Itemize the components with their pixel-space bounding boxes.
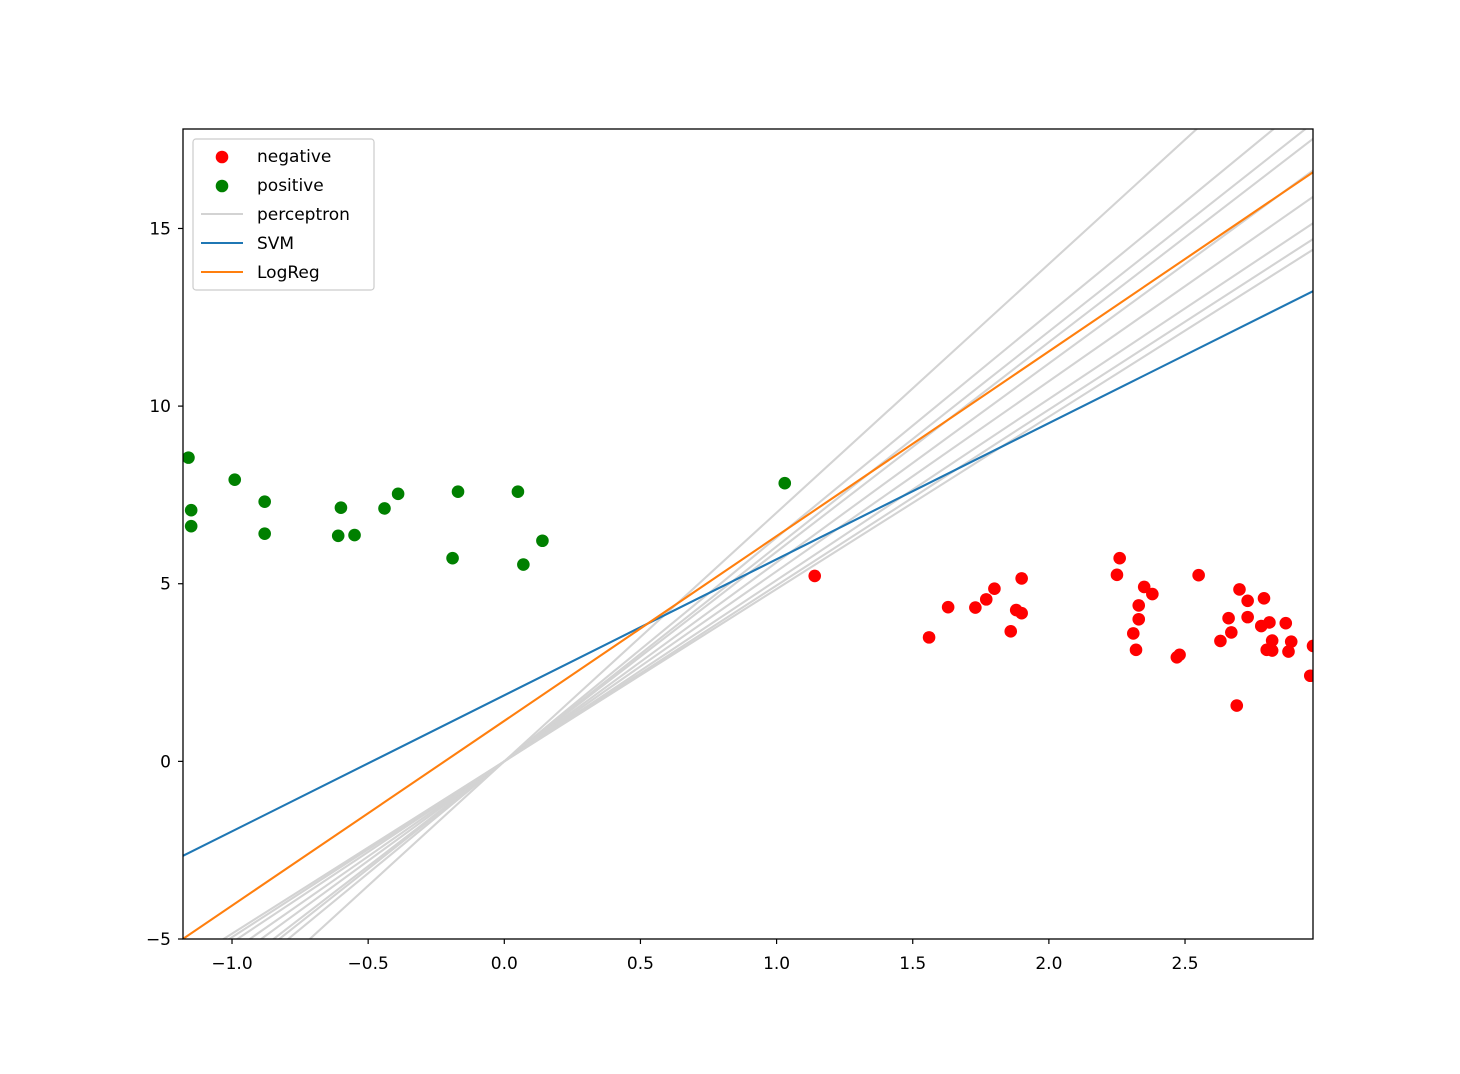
negative-point-3 [941,600,955,614]
negative-point-38 [1303,669,1313,683]
negative-point-16 [1132,599,1146,612]
negative-point-11 [1110,568,1124,582]
legend-positive-marker [215,179,229,193]
legend: negative positive perceptron SVM LogReg [192,138,375,291]
x-tick-label: −1.0 [211,954,252,974]
positive-point-6 [258,495,271,508]
y-axis: −5 0 5 10 15 [146,219,183,950]
x-tick-label: 2.0 [1035,954,1062,974]
x-tick-label: 1.5 [899,954,926,974]
positive-point-11 [391,487,405,501]
x-tick-label: 0.5 [627,954,654,974]
negative-point-36 [1282,645,1295,658]
negative-point-27 [1241,594,1254,608]
lines-layer [183,129,1313,939]
negative-point-24 [1225,626,1238,639]
perceptron-line-7 [235,222,1313,939]
legend-logreg-label: LogReg [257,263,320,283]
positive-point-1 [183,451,195,464]
positive-point-17 [778,476,792,490]
negative-point-12 [1113,551,1126,565]
perceptron-line-3 [277,129,1308,939]
perceptron-line-5 [259,169,1313,939]
positive-point-10 [378,502,391,515]
negative-point-33 [1265,634,1279,647]
positive-point-15 [517,558,530,571]
positive-point-2 [184,519,198,533]
legend-negative-marker [215,150,229,164]
perceptron-line-1 [308,129,1199,939]
y-tick-label: 5 [160,575,171,595]
negative-point-22 [1214,634,1227,648]
plot-frame [182,128,1314,940]
y-tick-label: 10 [149,397,171,417]
x-axis: −1.0 −0.5 0.0 0.5 1.0 1.5 2.0 2.5 [211,939,1199,974]
negative-point-1 [808,569,822,583]
negative-point-37 [1284,635,1298,648]
positive-point-7 [331,529,345,543]
legend-svm-label: SVM [257,234,294,254]
points-layer [183,451,1313,712]
negative-point-15 [1132,612,1146,626]
negative-point-13 [1126,627,1140,640]
positive-point-13 [451,485,465,499]
negative-point-25 [1230,699,1244,712]
negative-point-2 [922,631,936,644]
positive-point-9 [348,528,361,542]
y-tick-label: 15 [149,219,171,239]
y-tick-label: −5 [146,930,171,950]
x-tick-label: −0.5 [348,954,389,974]
negative-point-10 [1015,606,1028,620]
positive-point-12 [446,551,459,565]
negative-point-17 [1137,580,1151,594]
negative-point-20 [1173,648,1186,662]
negative-point-4 [969,601,982,614]
negative-point-28 [1241,610,1254,624]
negative-point-26 [1233,583,1246,596]
negative-point-5 [979,593,993,606]
y-tick-label: 0 [160,752,171,772]
positive-point-5 [258,527,271,540]
perceptron-line-6 [247,196,1313,939]
positive-point-4 [228,473,242,486]
positive-point-8 [334,501,348,515]
negative-point-9 [1015,572,1028,585]
negative-point-32 [1263,616,1276,629]
positive-point-3 [184,503,198,517]
negative-point-21 [1192,568,1205,582]
positive-point-16 [536,534,549,548]
negative-point-35 [1279,616,1293,630]
negative-point-7 [1004,625,1018,638]
svm-line-1 [183,290,1313,857]
positive-point-14 [511,485,525,499]
negative-point-18 [1146,587,1159,601]
legend-box [192,138,375,291]
perceptron-line-8 [227,238,1313,939]
negative-point-14 [1129,643,1143,657]
legend-perceptron-label: perceptron [257,205,350,225]
legend-positive-label: positive [257,176,324,196]
negative-point-6 [988,582,1001,596]
x-tick-label: 2.5 [1172,954,1199,974]
legend-negative-label: negative [257,147,331,167]
negative-point-23 [1222,611,1235,625]
perceptron-line-2 [286,129,1276,939]
negative-point-34 [1265,644,1279,657]
negative-point-30 [1257,592,1271,605]
negative-point-39 [1306,639,1313,653]
x-tick-label: 0.0 [491,954,518,974]
logreg-line-1 [183,171,1313,939]
x-tick-label: 1.0 [763,954,790,974]
perceptron-line-9 [221,248,1313,939]
